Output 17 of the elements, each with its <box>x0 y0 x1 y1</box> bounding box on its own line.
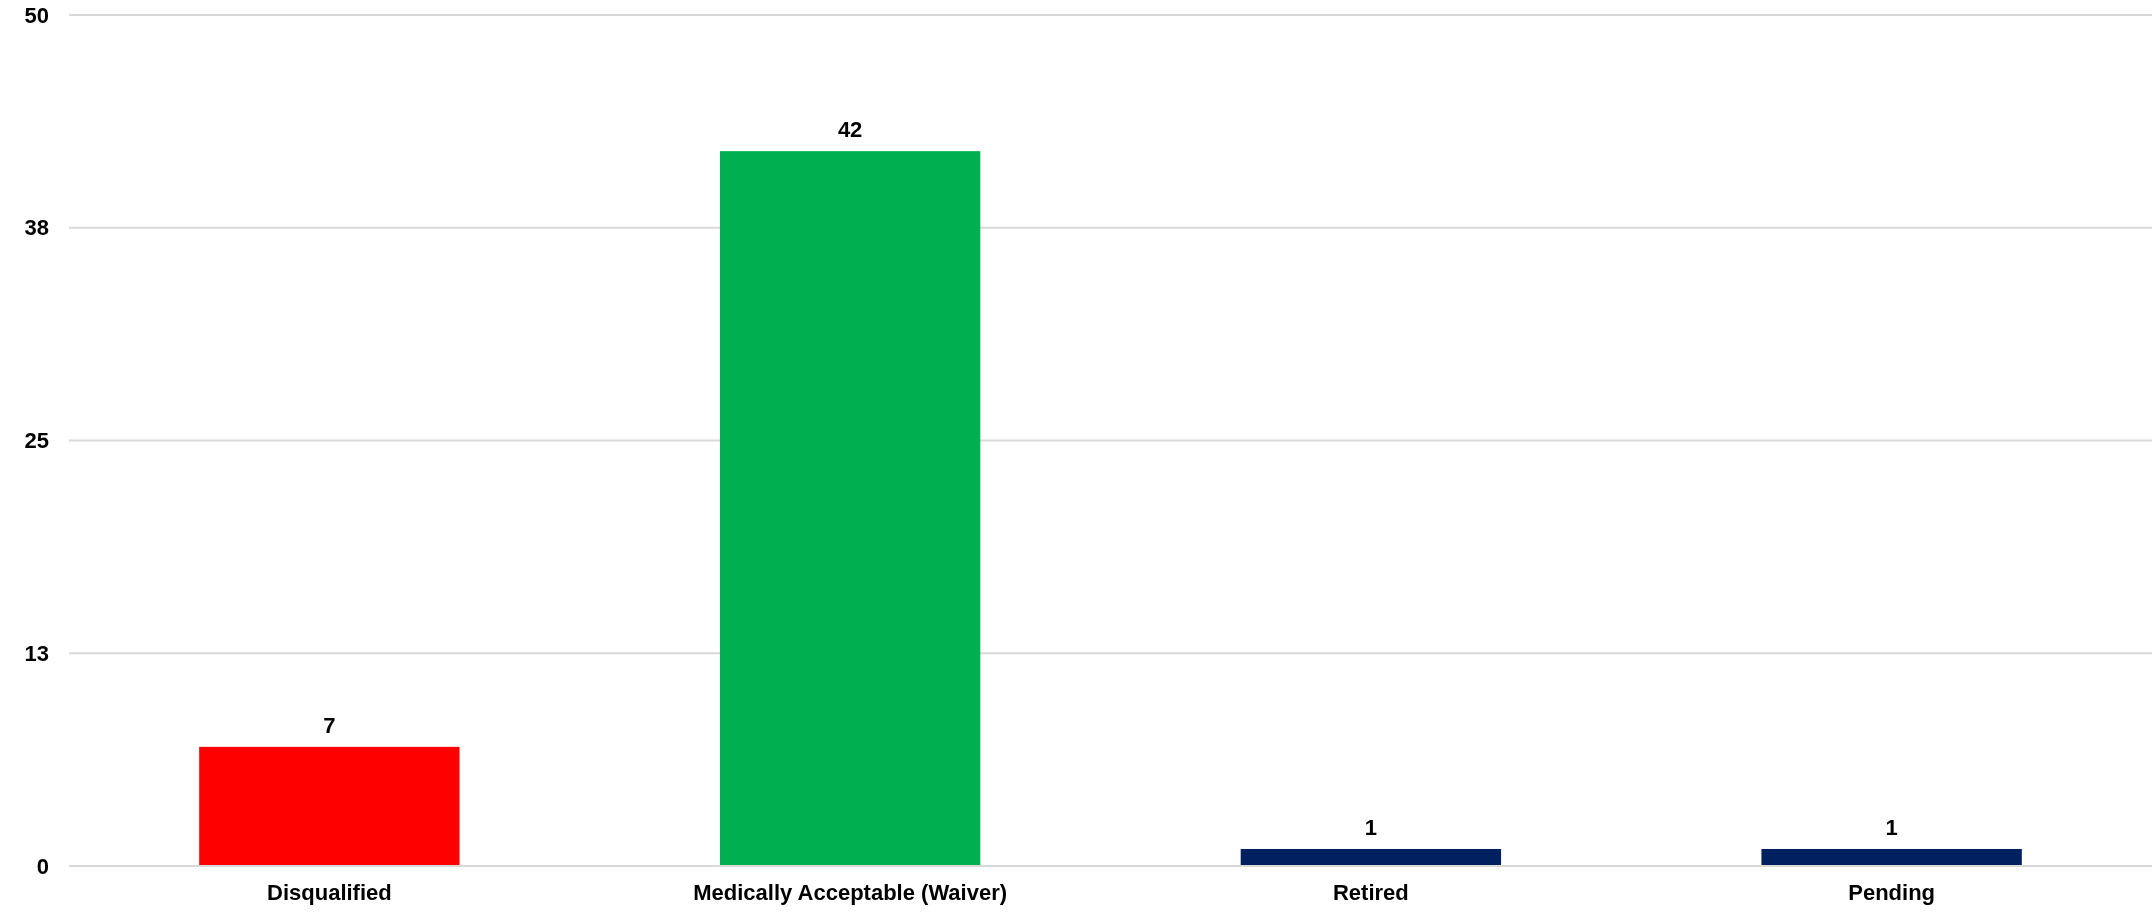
x-tick-label: Pending <box>1848 880 1936 905</box>
data-label: 1 <box>1885 814 1898 840</box>
x-tick-label: Medically Acceptable (Waiver) <box>693 880 1008 905</box>
y-tick-label: 38 <box>24 215 49 241</box>
data-label: 42 <box>837 117 863 143</box>
bar <box>199 746 460 866</box>
y-tick-label: 0 <box>36 853 49 879</box>
bar <box>1240 848 1502 866</box>
bar <box>719 151 981 866</box>
data-label: 7 <box>323 712 336 738</box>
x-tick-label: Disqualified <box>267 880 392 905</box>
y-tick-label: 13 <box>24 640 49 666</box>
data-label: 1 <box>1364 814 1377 840</box>
y-tick-label: 50 <box>24 2 49 28</box>
y-tick-label: 25 <box>24 428 49 454</box>
x-tick-label: Retired <box>1332 880 1409 905</box>
bar <box>1761 848 2022 866</box>
